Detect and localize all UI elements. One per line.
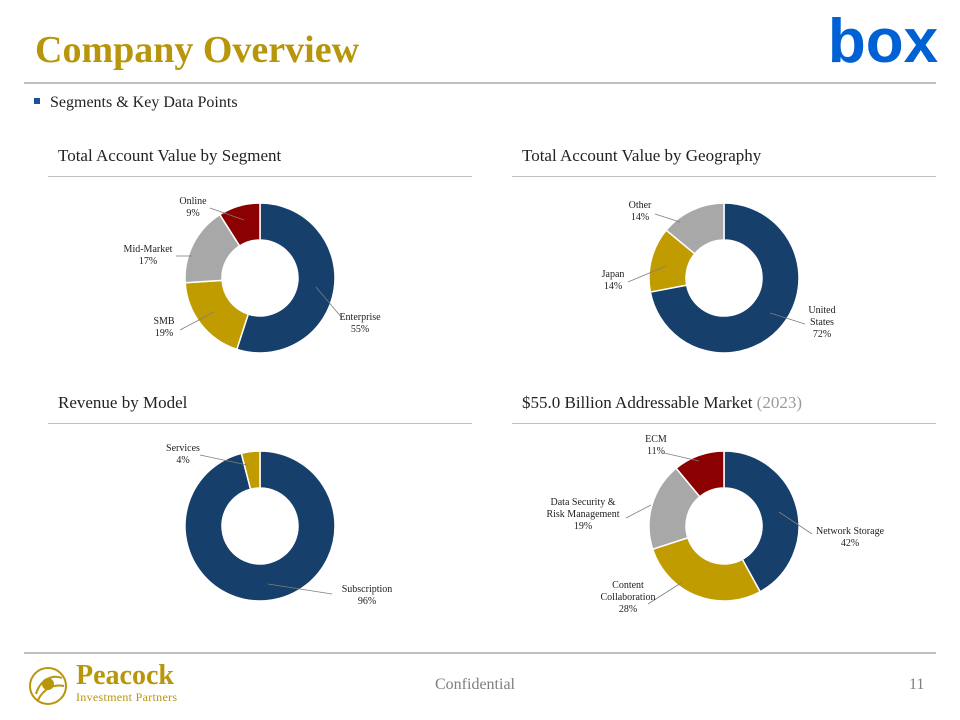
- slice-label-value: 4%: [176, 455, 189, 466]
- chart-divider: [48, 423, 472, 424]
- chart-title-revenue: Revenue by Model: [58, 393, 188, 412]
- donut-slice-smb: [184, 279, 250, 351]
- donut-slice-enterprise: [235, 202, 336, 354]
- bullet-square-icon: [34, 98, 40, 105]
- header-divider: [24, 82, 936, 84]
- slice-label-name: Mid-Market: [124, 244, 173, 255]
- slice-label-value: 19%: [574, 521, 592, 532]
- donut-slice-subscription: [184, 450, 336, 602]
- slice-label-value: 17%: [139, 256, 157, 267]
- chart-divider: [512, 423, 936, 424]
- slice-label-name: Services: [166, 443, 200, 454]
- slice-label-content-collaboration: Content Collaboration 28%: [601, 580, 656, 615]
- slice-label-name: Data Security &: [551, 497, 616, 508]
- leader-line: [209, 207, 245, 221]
- leader-line: [199, 454, 248, 466]
- chart-title-market-main: $55.0 Billion Addressable Market: [522, 393, 753, 412]
- slice-label-value: 96%: [358, 596, 376, 607]
- slice-label-name: Risk Management: [546, 509, 619, 520]
- page-title: Company Overview: [35, 29, 360, 71]
- chart-title-geography: Total Account Value by Geography: [522, 146, 762, 165]
- leader-line: [654, 213, 681, 223]
- chart-title-market: $55.0 Billion Addressable Market (2023): [522, 393, 802, 413]
- slice-label-name: Collaboration: [601, 592, 656, 603]
- leader-line: [778, 511, 813, 535]
- page-number: 11: [909, 676, 925, 693]
- slice-label-value: 55%: [351, 324, 369, 335]
- slice-label-name: ECM: [645, 434, 667, 445]
- donut-slice-online: [218, 202, 261, 247]
- leader-line: [663, 452, 700, 462]
- footer-brand: Peacock Investment Partners: [76, 662, 177, 705]
- leader-line: [179, 311, 215, 331]
- leader-line: [267, 583, 333, 595]
- leader-line: [769, 312, 806, 325]
- donut-slice-other: [665, 202, 725, 255]
- slice-label-name: Online: [179, 196, 207, 207]
- slice-label-name: Network Storage: [816, 526, 885, 537]
- slice-label-mid-market: Mid-Market 17%: [124, 244, 173, 267]
- leader-line: [315, 286, 343, 319]
- slice-label-united-states: United States 72%: [808, 305, 835, 340]
- slice-label-value: 28%: [619, 604, 637, 615]
- brand-subtitle: Investment Partners: [76, 690, 178, 704]
- slice-label-name: Subscription: [342, 584, 393, 595]
- box-logo: box: [828, 10, 938, 74]
- slice-label-value: 14%: [604, 281, 622, 292]
- slice-label-online: Online 9%: [179, 196, 207, 219]
- slice-label-name: Other: [629, 200, 652, 211]
- slice-label-name: SMB: [153, 316, 174, 327]
- slice-label-services: Services 4%: [166, 443, 200, 466]
- donut-slice-ecm: [675, 450, 725, 498]
- slice-label-enterprise: Enterprise 55%: [339, 312, 381, 335]
- slice-label-smb: SMB 19%: [153, 316, 174, 339]
- box-logo-text: box: [828, 10, 938, 74]
- leader-line: [627, 265, 667, 283]
- slice-label-name: Content: [612, 580, 644, 591]
- slice-label-name: States: [810, 317, 834, 328]
- peacock-feather-icon: [29, 667, 67, 705]
- donut-slice-network-storage: [723, 450, 800, 593]
- slice-label-subscription: Subscription 96%: [342, 584, 393, 607]
- donut-slice-united-states: [649, 202, 800, 354]
- slice-label-value: 19%: [155, 328, 173, 339]
- chart-divider: [48, 176, 472, 177]
- slice-label-name: Japan: [602, 269, 625, 280]
- slice-label-other: Other 14%: [629, 200, 652, 223]
- chart-title-segment: Total Account Value by Segment: [58, 146, 282, 165]
- slice-label-value: 9%: [186, 208, 199, 219]
- leader-line: [625, 504, 652, 519]
- bullet-text: Segments & Key Data Points: [50, 94, 238, 111]
- confidential-label: Confidential: [435, 676, 515, 693]
- donut-slice-services: [240, 450, 261, 491]
- slice-label-ecm: ECM 11%: [645, 434, 667, 457]
- section-bullet: Segments & Key Data Points: [34, 94, 238, 112]
- footer-divider: [24, 652, 936, 654]
- slice-label-name: Enterprise: [339, 312, 381, 323]
- donut-slice-content-collaboration: [651, 536, 762, 602]
- slice-label-value: 72%: [813, 329, 831, 340]
- chart-divider: [512, 176, 936, 177]
- slice-label-value: 14%: [631, 212, 649, 223]
- leader-line: [647, 582, 682, 605]
- slice-label-value: 42%: [841, 538, 859, 549]
- slice-label-name: United: [808, 305, 835, 316]
- slice-label-data-security-risk-management: Data Security & Risk Management 19%: [546, 497, 619, 532]
- slice-label-network-storage: Network Storage 42%: [816, 526, 885, 549]
- slice-label-value: 11%: [647, 446, 665, 457]
- brand-name: Peacock: [76, 660, 174, 691]
- chart-title-market-year: (2023): [756, 393, 802, 412]
- peacock-logo: [29, 667, 67, 705]
- slice-label-japan: Japan 14%: [602, 269, 625, 292]
